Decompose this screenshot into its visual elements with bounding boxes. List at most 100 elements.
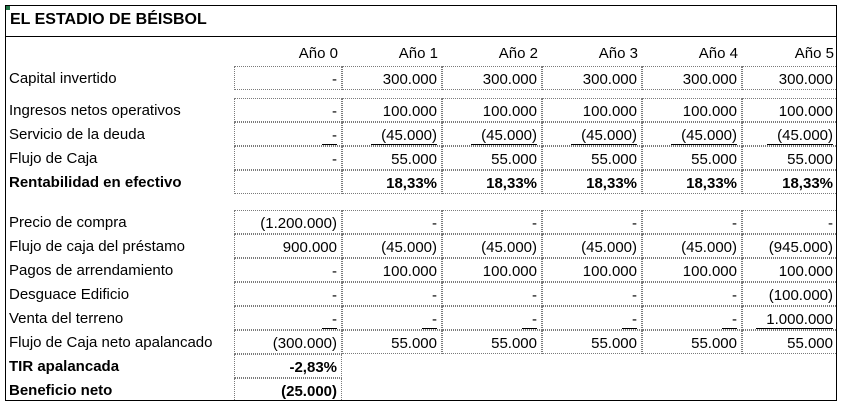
table-row: Rentabilidad en efectivo 18,33% 18,33% 18,3… (6, 170, 836, 194)
row-label[interactable]: Beneficio neto (9, 382, 113, 399)
value-cell[interactable]: 100.000 (642, 258, 742, 282)
cell-text: - (722, 311, 737, 329)
value-cell[interactable]: 55.000 (742, 146, 836, 170)
value-cell[interactable]: 100.000 (542, 258, 642, 282)
value-cell[interactable]: 55.000 (742, 330, 836, 354)
value-cell[interactable]: 100.000 (542, 98, 642, 122)
value-cell[interactable]: 1.000.000 (742, 306, 836, 330)
row-label[interactable]: Precio de compra (9, 214, 127, 231)
value-cell[interactable]: 300.000 (442, 66, 542, 90)
row-label[interactable]: Desguace Edificio (9, 286, 130, 303)
cell-selection-marker (6, 6, 10, 10)
value-cell[interactable]: 55.000 (542, 146, 642, 170)
value-cell[interactable]: 55.000 (442, 330, 542, 354)
value-cell[interactable]: 18,33% (542, 170, 642, 194)
value-cell[interactable]: 55.000 (642, 330, 742, 354)
value-cell[interactable]: 18,33% (742, 170, 836, 194)
value-cell[interactable]: - (234, 98, 342, 122)
value-cell[interactable]: 100.000 (342, 258, 442, 282)
row-label[interactable]: TIR apalancada (9, 358, 120, 375)
value-cell[interactable]: - (542, 210, 642, 234)
column-header[interactable]: Año 3 (598, 45, 638, 62)
value-cell[interactable]: (45.000) (642, 234, 742, 258)
value-cell[interactable]: (300.000) (234, 330, 342, 354)
table-row: TIR apalancada -2,83% (6, 354, 836, 378)
value-cell[interactable]: - (742, 210, 836, 234)
table-row: Servicio de la deuda - (45.000) (45.000) (45… (6, 122, 836, 146)
value-cell[interactable]: - (542, 282, 642, 306)
value-cell[interactable]: 55.000 (542, 330, 642, 354)
value-cell[interactable]: 300.000 (742, 66, 836, 90)
value-cell[interactable]: (45.000) (642, 122, 742, 146)
row-label[interactable]: Venta del terreno (9, 310, 124, 327)
value-cell[interactable]: (100.000) (742, 282, 836, 306)
value-cell[interactable]: 100.000 (442, 98, 542, 122)
value-cell[interactable]: - (442, 306, 542, 330)
value-cell[interactable]: - (234, 66, 342, 90)
value-cell[interactable]: 55.000 (342, 330, 442, 354)
value-cell[interactable]: (45.000) (342, 122, 442, 146)
value-cell[interactable]: 55.000 (342, 146, 442, 170)
value-cell[interactable]: -2,83% (234, 354, 342, 378)
value-cell[interactable]: 100.000 (642, 98, 742, 122)
value-cell[interactable]: 100.000 (442, 258, 542, 282)
value-cell[interactable]: 55.000 (642, 146, 742, 170)
table-row: Ingresos netos operativos -100.000 100.000… (6, 98, 836, 122)
value-cell[interactable]: (45.000) (542, 122, 642, 146)
value-cell[interactable]: - (234, 258, 342, 282)
value-cell[interactable]: (945.000) (742, 234, 836, 258)
table-row: Beneficio neto (25.000) (6, 378, 836, 400)
value-cell[interactable]: (1.200.000) (234, 210, 342, 234)
value-cell[interactable]: 100.000 (742, 258, 836, 282)
row-label[interactable]: Ingresos netos operativos (9, 102, 181, 119)
column-header[interactable]: Año 5 (794, 45, 834, 62)
value-cell[interactable]: - (642, 306, 742, 330)
value-cell[interactable]: - (642, 210, 742, 234)
value-cell[interactable]: 18,33% (442, 170, 542, 194)
value-cell[interactable]: - (234, 146, 342, 170)
value-cell[interactable]: (45.000) (442, 234, 542, 258)
row-label[interactable]: Capital invertido (9, 70, 117, 87)
value-cell[interactable]: - (442, 282, 542, 306)
value-cell[interactable]: - (342, 306, 442, 330)
value-cell[interactable]: (45.000) (742, 122, 836, 146)
value-cell[interactable]: 55.000 (442, 146, 542, 170)
cell-text: 1.000.000 (756, 311, 833, 329)
row-label[interactable]: Rentabilidad en efectivo (9, 174, 182, 191)
cell-text: (45.000) (671, 127, 737, 145)
value-cell[interactable]: 18,33% (642, 170, 742, 194)
value-cell[interactable]: - (342, 210, 442, 234)
value-cell[interactable]: (45.000) (442, 122, 542, 146)
value-cell[interactable]: 300.000 (342, 66, 442, 90)
column-header[interactable]: Año 2 (498, 45, 538, 62)
value-cell[interactable]: (25.000) (234, 378, 342, 400)
value-cell[interactable]: - (642, 282, 742, 306)
row-label[interactable]: Flujo de caja del préstamo (9, 238, 185, 255)
cell-text: - (522, 311, 537, 329)
column-header[interactable]: Año 0 (298, 45, 338, 62)
value-cell[interactable]: (45.000) (342, 234, 442, 258)
cell-text: (45.000) (571, 127, 637, 145)
row-label[interactable]: Flujo de Caja neto apalancado (9, 334, 213, 351)
column-header[interactable]: Año 1 (398, 45, 438, 62)
value-cell[interactable]: 300.000 (642, 66, 742, 90)
value-cell[interactable] (234, 170, 342, 194)
row-label[interactable]: Pagos de arrendamiento (9, 262, 174, 279)
value-cell[interactable]: - (342, 282, 442, 306)
row-label[interactable]: Flujo de Caja (9, 150, 98, 167)
value-cell[interactable]: (45.000) (542, 234, 642, 258)
value-cell[interactable]: - (234, 122, 342, 146)
column-header[interactable]: Año 4 (698, 45, 738, 62)
sheet-title[interactable]: EL ESTADIO DE BÉISBOL (10, 11, 207, 28)
value-cell[interactable]: 100.000 (342, 98, 442, 122)
value-cell[interactable]: 18,33% (342, 170, 442, 194)
value-cell[interactable]: - (542, 306, 642, 330)
value-cell[interactable]: - (234, 282, 342, 306)
value-cell[interactable]: 100.000 (742, 98, 836, 122)
value-cell[interactable]: - (442, 210, 542, 234)
row-label[interactable]: Servicio de la deuda (9, 126, 145, 143)
value-cell[interactable]: 900.000 (234, 234, 342, 258)
value-cell[interactable]: 300.000 (542, 66, 642, 90)
value-cell[interactable]: - (234, 306, 342, 330)
table-row: Venta del terreno - - - - - 1.000.000 (6, 306, 836, 330)
